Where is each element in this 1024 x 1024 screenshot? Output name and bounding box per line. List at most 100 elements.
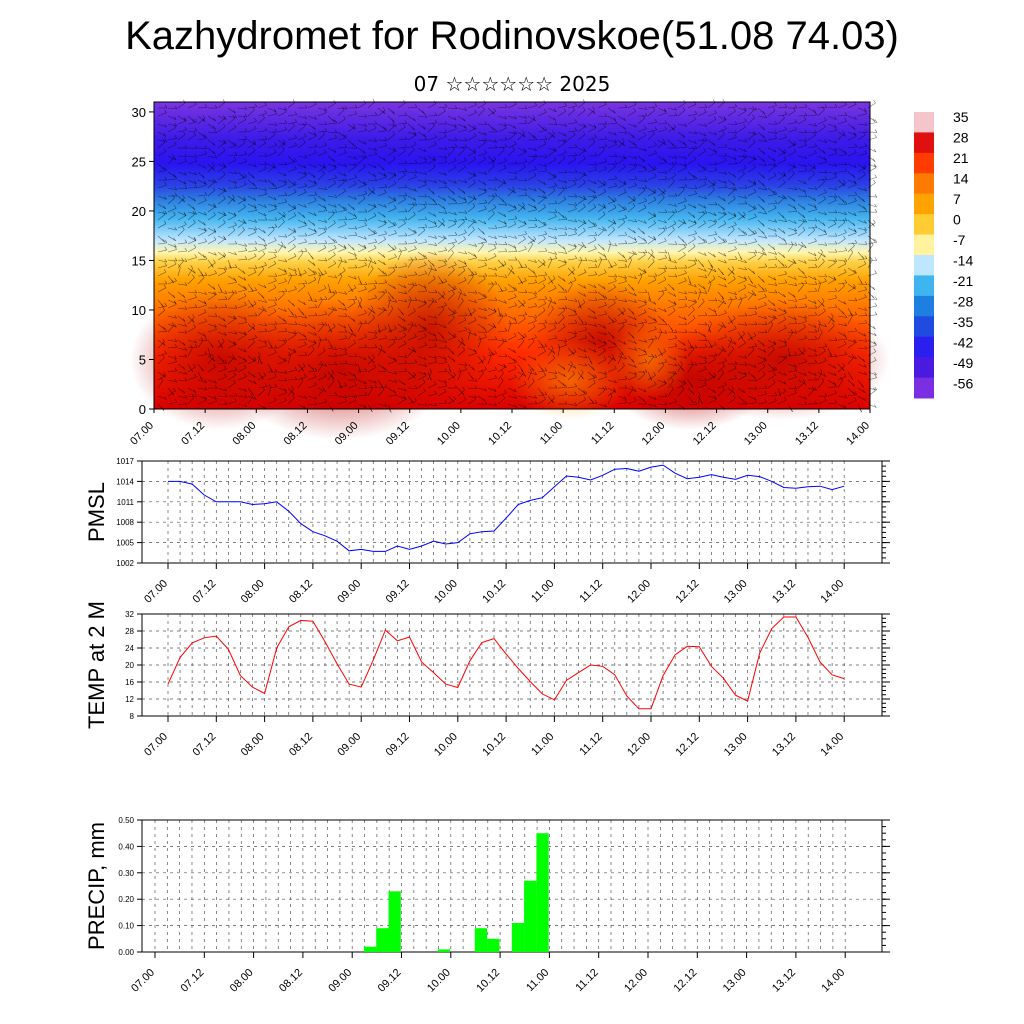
wind-barb-flag (573, 156, 576, 160)
wind-barb (597, 227, 607, 232)
wind-barb (507, 235, 517, 239)
wind-barb (177, 187, 188, 189)
wind-barb (867, 244, 874, 253)
wind-barb (287, 288, 297, 293)
wind-barb (357, 283, 368, 285)
wind-barb (727, 147, 737, 152)
wind-barb (487, 247, 497, 253)
wind-barb (677, 102, 686, 109)
wind-barb-flag (663, 158, 666, 162)
wind-barb-flag (404, 136, 408, 140)
wind-barb-flag (174, 257, 178, 262)
wind-barb-flag (564, 216, 568, 220)
wind-barb-flag (339, 256, 343, 261)
wind-barb (317, 273, 327, 277)
wind-barb-flag (744, 266, 748, 271)
wind-barb-flag (313, 228, 317, 232)
wind-barb-flag (593, 180, 597, 185)
wind-barb-flag (543, 276, 547, 280)
wind-barb (727, 291, 737, 295)
wind-barb-flag (852, 126, 856, 130)
wind-barb (417, 107, 425, 115)
wind-barb (267, 123, 277, 126)
wind-barb-flag (184, 144, 188, 149)
wind-barb-flag (163, 133, 167, 137)
wind-barb-flag (263, 229, 266, 234)
wind-barb (837, 271, 847, 277)
wind-barb-flag (404, 160, 408, 164)
wind-barb-flag (624, 214, 628, 219)
wind-barb-flag (433, 156, 436, 160)
wind-barb-flag (854, 181, 857, 185)
wind-barb-flag (843, 149, 846, 154)
wind-barb (347, 251, 357, 256)
wind-barb (487, 207, 496, 213)
wind-barb-flag (562, 278, 566, 282)
wind-barb-flag (253, 228, 257, 233)
wind-barb-flag (354, 232, 358, 236)
wind-barb (177, 215, 187, 221)
wind-barb-flag (593, 124, 597, 129)
wind-barb (627, 178, 637, 181)
wind-barb (717, 179, 727, 184)
wind-barb (757, 266, 767, 269)
wind-barb (627, 219, 637, 223)
wind-barb (667, 107, 677, 111)
wind-barb-flag (844, 161, 848, 166)
wind-barb (827, 147, 837, 151)
wind-barb-flag (844, 118, 847, 122)
wind-barb-flag (410, 257, 413, 261)
wind-barb-flag (504, 143, 508, 147)
wind-barb (337, 275, 343, 285)
wind-barb (207, 227, 217, 233)
wind-barb-flag (874, 203, 877, 208)
wind-barb-flag (583, 219, 586, 223)
wind-barb (467, 229, 475, 237)
wind-barb-flag (633, 164, 637, 168)
wind-barb (447, 146, 457, 149)
wind-barb (247, 271, 257, 277)
wind-barb-flag (654, 150, 657, 154)
wind-barb-flag (874, 311, 878, 315)
wind-barb-flag (178, 264, 181, 268)
wind-barb-flag (504, 248, 508, 252)
wind-barb (807, 240, 817, 245)
wind-barb-flag (254, 265, 258, 269)
wind-barb (387, 219, 396, 226)
wind-barb-flag (342, 267, 346, 271)
wind-barb-flag (643, 204, 647, 208)
wind-barb-flag (484, 121, 488, 125)
wind-barb-flag (753, 164, 756, 168)
wind-barb-flag (464, 107, 467, 111)
wind-barb (697, 251, 707, 256)
wind-barb (497, 115, 507, 120)
wind-barb (447, 288, 457, 293)
wind-barb (327, 163, 337, 168)
wind-barb (817, 243, 827, 246)
wind-barb (347, 298, 358, 301)
wind-barb (767, 283, 777, 286)
wind-barb (407, 149, 415, 157)
wind-barb (767, 187, 776, 195)
wind-barb (307, 136, 317, 141)
wind-barb-flag (874, 174, 877, 178)
wind-barb (227, 215, 237, 221)
wind-barb-flag (652, 106, 656, 111)
wind-barb (317, 203, 327, 209)
wind-barb-flag (784, 134, 787, 138)
wind-barb (277, 201, 287, 205)
wind-barb (367, 203, 377, 208)
wind-barb-flag (634, 123, 637, 128)
wind-barb (357, 235, 367, 240)
wind-barb-flag (464, 216, 468, 220)
wind-barb-flag (254, 125, 257, 129)
wind-barb-flag (344, 291, 347, 295)
wind-barb (577, 222, 586, 229)
wind-barb (557, 263, 567, 269)
wind-barb-flag (314, 229, 317, 233)
wind-barb (187, 134, 196, 141)
wind-barb-flag (581, 241, 585, 246)
wind-barb-flag (293, 253, 297, 257)
wind-barb (227, 275, 236, 281)
wind-barb-flag (634, 238, 638, 243)
